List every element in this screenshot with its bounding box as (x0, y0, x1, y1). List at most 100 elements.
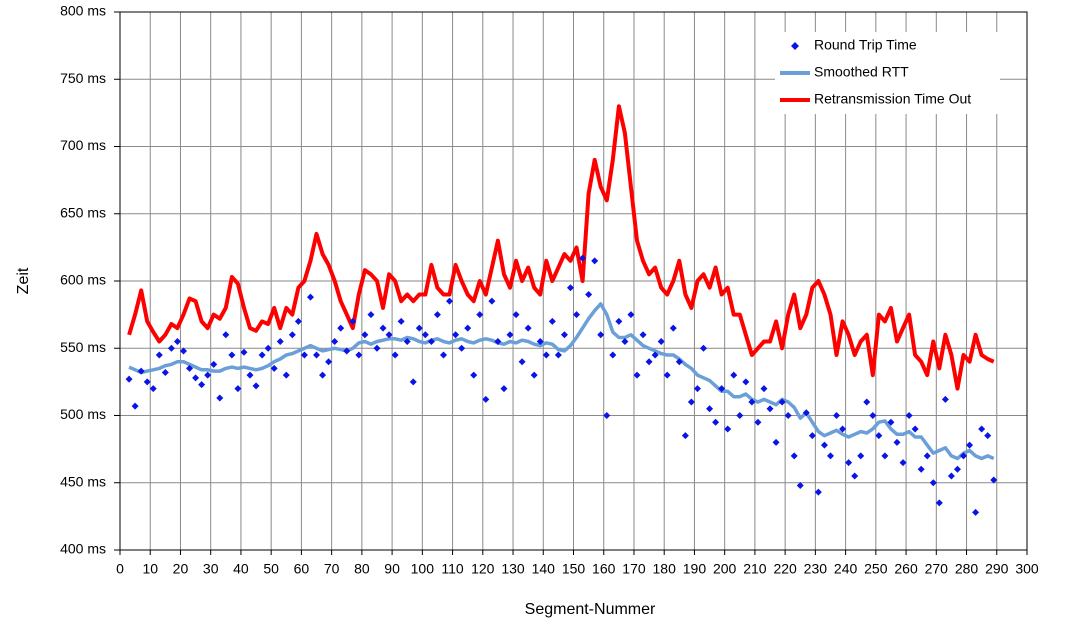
rtt-point (506, 331, 514, 339)
rtt-point (391, 351, 399, 359)
rtt-point (433, 311, 441, 319)
y-tick-label: 500 ms (60, 406, 106, 422)
rtt-point (361, 331, 369, 339)
rtt-point (343, 347, 351, 355)
rtt-point (470, 371, 478, 379)
rtt-point (899, 459, 907, 467)
rtt-point (149, 385, 157, 393)
rtt-point (845, 459, 853, 467)
rtt-point (615, 317, 623, 325)
rtt-point (131, 402, 139, 410)
rtt-point (276, 338, 284, 346)
rtt-point (325, 358, 333, 366)
x-tick-label: 30 (203, 561, 219, 577)
rtt-point (681, 432, 689, 440)
rtt-point (851, 472, 859, 480)
rtt-point (875, 432, 883, 440)
rtt-point (228, 351, 236, 359)
legend-label: Retransmission Time Out (814, 91, 971, 107)
legend-label: Round Trip Time (814, 37, 917, 53)
rtt-point (125, 375, 133, 383)
y-tick-label: 800 ms (60, 3, 106, 19)
rtt-point (385, 331, 393, 339)
rtt-point (518, 358, 526, 366)
rtt-point (893, 438, 901, 446)
rtt-point (627, 311, 635, 319)
rtt-point (808, 432, 816, 440)
rtt-point (270, 364, 278, 372)
rtt-point (536, 338, 544, 346)
rtt-point (778, 398, 786, 406)
rtt-point (978, 425, 986, 433)
rtt-point (367, 311, 375, 319)
series-line (128, 302, 995, 461)
x-tick-label: 230 (804, 561, 828, 577)
y-tick-label: 600 ms (60, 272, 106, 288)
rtt-point (833, 412, 841, 419)
rtt-point (282, 371, 290, 379)
rtt-point (675, 358, 683, 366)
rtt-point (887, 418, 895, 426)
rtt-point (669, 324, 677, 332)
rtt-point (222, 331, 230, 339)
x-tick-label: 0 (116, 561, 124, 577)
rtt-point (554, 351, 562, 359)
y-tick-label: 700 ms (60, 137, 106, 153)
rtt-point (137, 367, 145, 375)
legend-box (775, 32, 1000, 114)
rtt-point (826, 452, 834, 460)
rtt-point (173, 338, 181, 346)
rtt-point (494, 338, 502, 346)
rtt-point (609, 351, 617, 359)
y-tick-label: 550 ms (60, 339, 106, 355)
rtt-point (566, 284, 574, 292)
rtt-point (651, 351, 659, 359)
rtt-point (693, 385, 701, 393)
rtt-point (706, 405, 714, 413)
rtt-point (645, 358, 653, 366)
rtt-point (935, 499, 943, 507)
rtt-point (143, 378, 151, 386)
legend-marker (791, 42, 799, 50)
rtt-point (300, 351, 308, 359)
x-tick-label: 260 (894, 561, 918, 577)
rtt-point (657, 338, 665, 346)
x-tick-label: 80 (354, 561, 370, 577)
rtt-point (204, 371, 212, 379)
rtt-point (464, 324, 472, 332)
x-tick-label: 40 (233, 561, 249, 577)
rtt-point (458, 344, 466, 352)
x-tick-label: 140 (532, 561, 556, 577)
rtt-point (929, 479, 937, 487)
rtt-point (240, 348, 248, 356)
rtt-point (984, 432, 992, 440)
rtt-point (947, 472, 955, 480)
rtt-point (820, 441, 828, 449)
rtt-point (633, 371, 641, 379)
rtt-point (621, 338, 629, 346)
x-tick-label: 270 (925, 561, 949, 577)
y-axis-label: Zeit (15, 267, 32, 294)
x-tick-label: 250 (864, 561, 888, 577)
rtt-point (306, 293, 314, 301)
rtt-point (597, 331, 605, 339)
rtt-point (421, 331, 429, 339)
rtt-point (258, 351, 266, 359)
rtt-point (718, 385, 726, 393)
rtt-point (167, 344, 175, 352)
rtt-point (839, 425, 847, 433)
rtt-point (313, 351, 321, 359)
rtt-point (772, 438, 780, 446)
rtt-point (881, 452, 889, 460)
rtt-point (452, 331, 460, 339)
rtt-point (911, 425, 919, 433)
rtt-point (796, 481, 804, 489)
x-tick-label: 110 (441, 561, 464, 577)
rtt-point (917, 465, 925, 473)
rtt-point (319, 371, 327, 379)
x-tick-label: 280 (955, 561, 979, 577)
rtt-point (409, 378, 417, 386)
legend-label: Smoothed RTT (814, 64, 909, 80)
rtt-point (337, 324, 345, 332)
rtt-point (748, 398, 756, 406)
